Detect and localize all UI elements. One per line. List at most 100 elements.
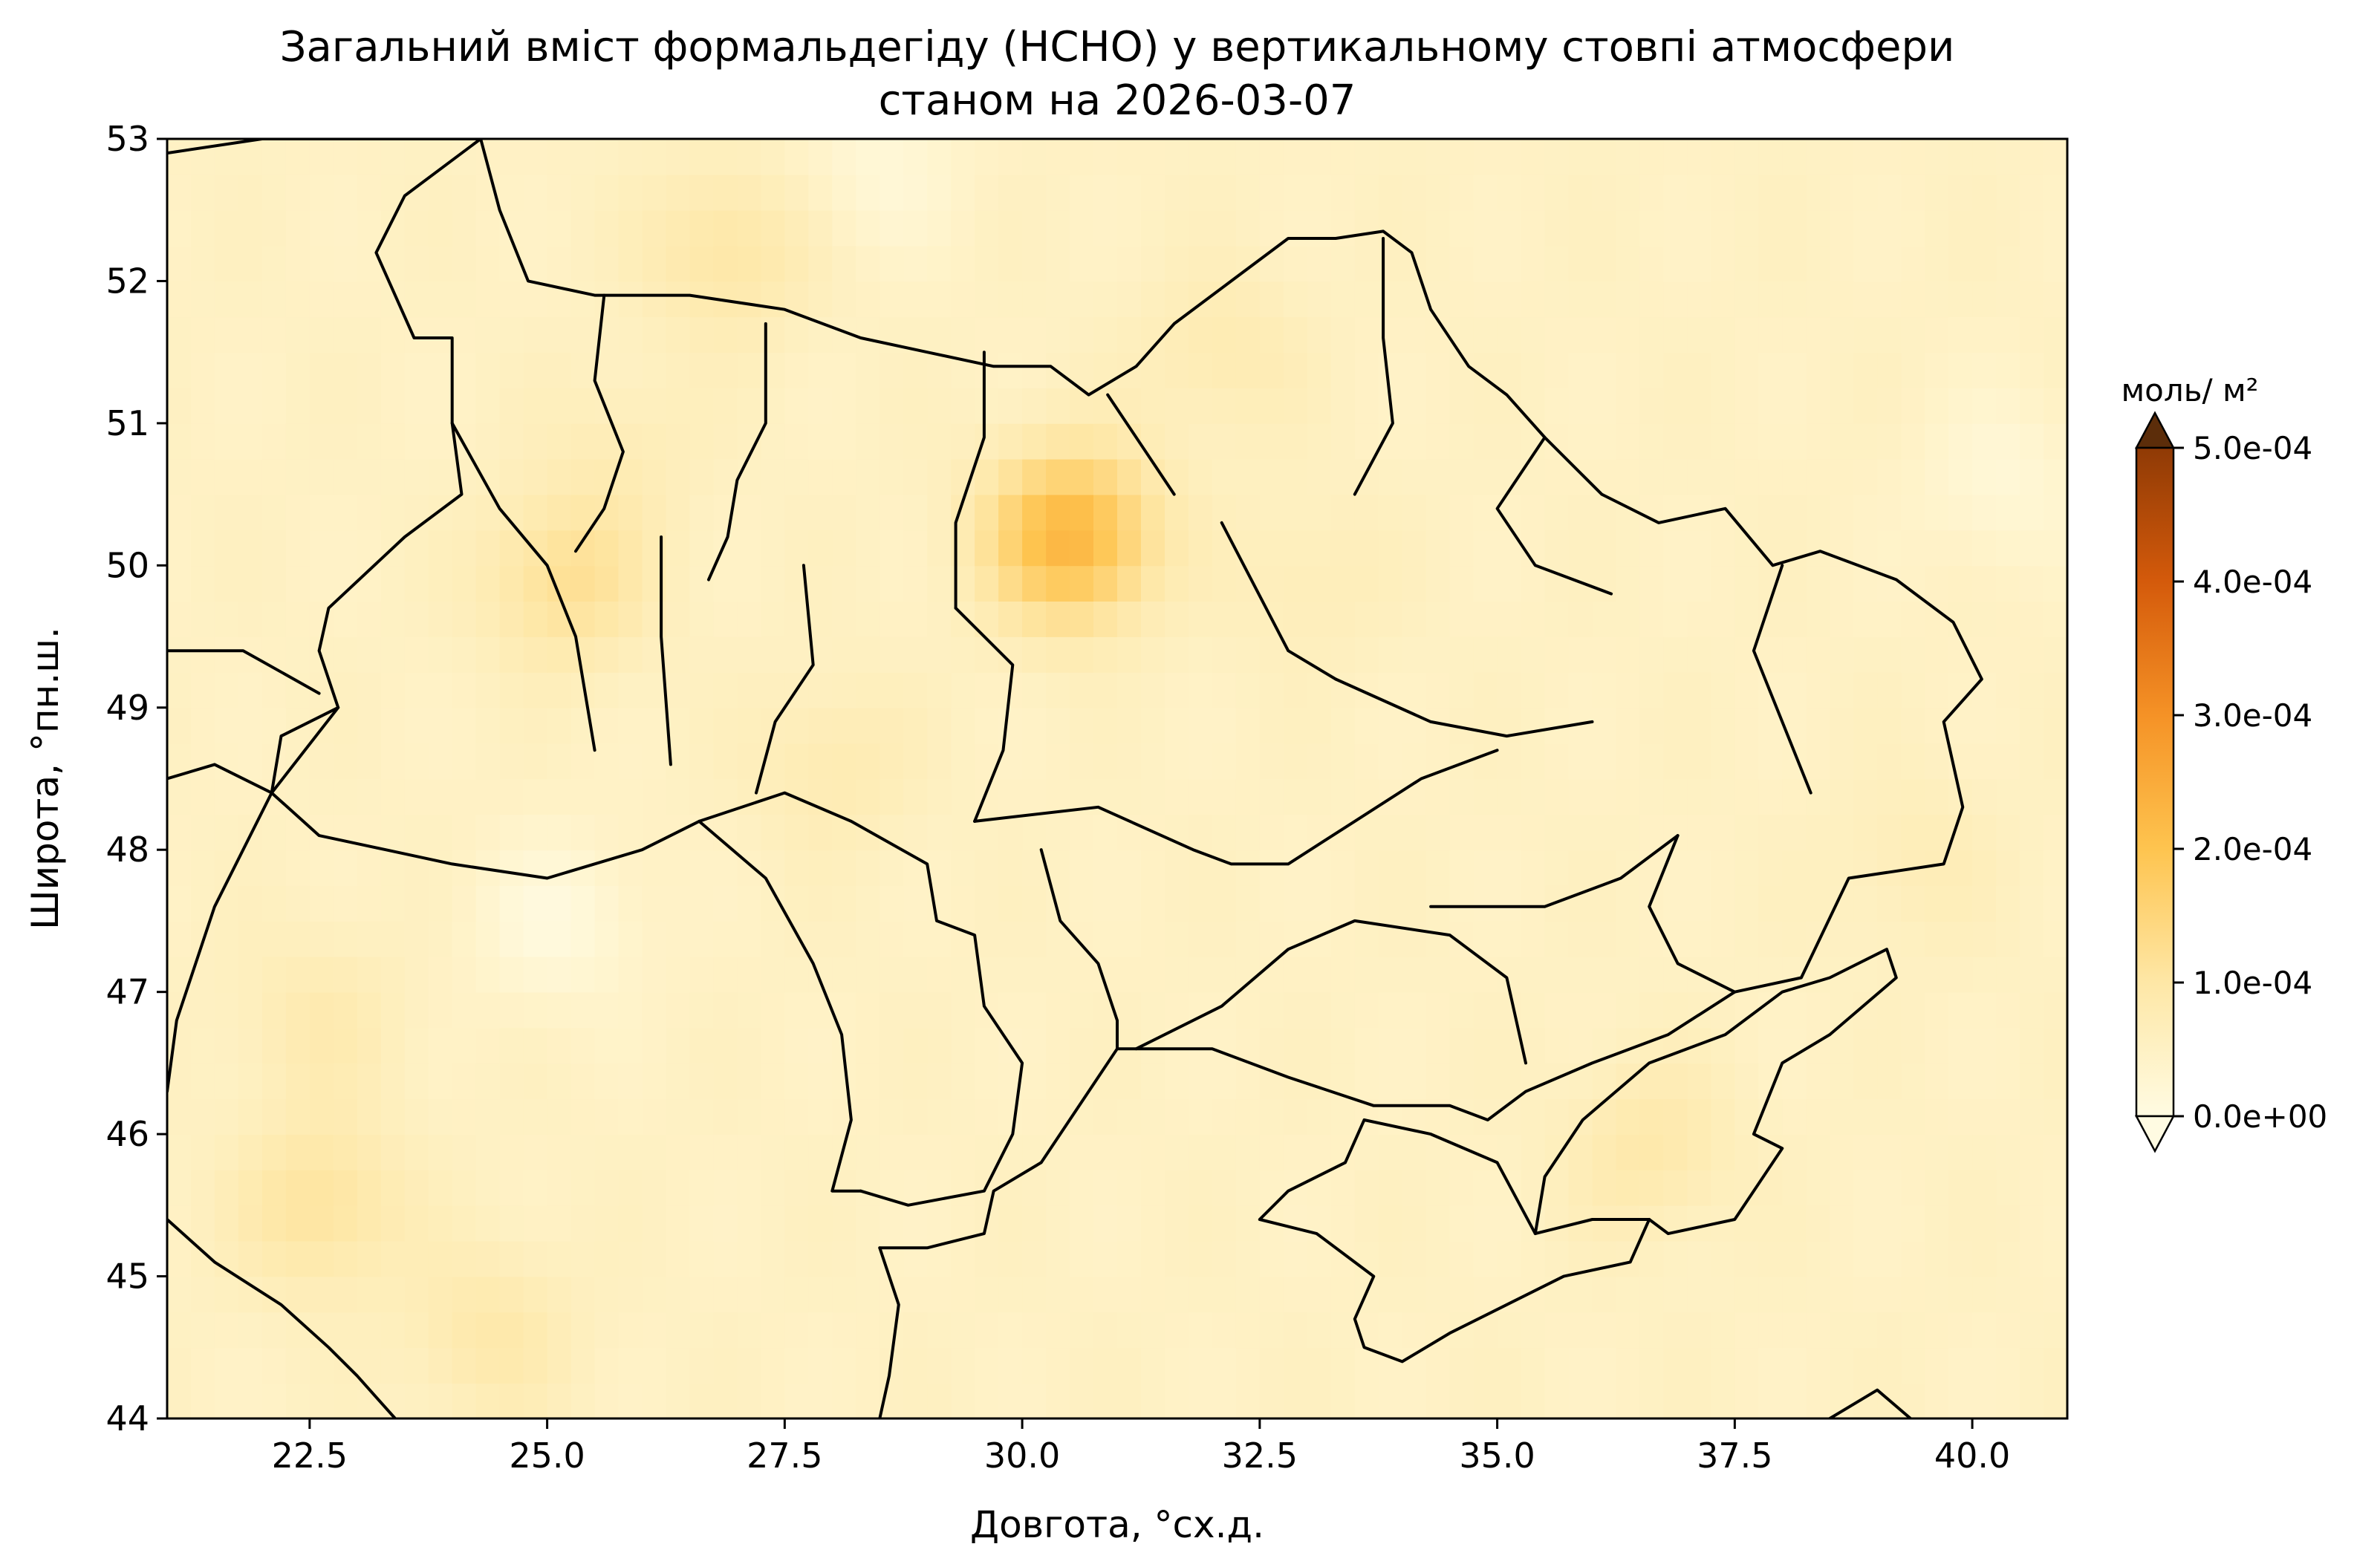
heat-cell — [1901, 139, 1925, 175]
heat-cell — [1925, 1347, 1949, 1384]
heat-cell — [713, 885, 738, 922]
heat-cell — [689, 885, 715, 922]
heat-cell — [1046, 1240, 1070, 1277]
heat-cell — [547, 991, 572, 1029]
heat-cell — [1046, 423, 1070, 460]
heat-cell — [1165, 352, 1189, 388]
heat-cell — [1687, 778, 1712, 815]
heat-cell — [523, 458, 548, 495]
heat-cell — [642, 850, 667, 886]
heat-cell — [1521, 565, 1546, 602]
heat-cell — [167, 494, 192, 531]
heat-cell — [261, 458, 287, 495]
heat-cell — [1663, 352, 1688, 388]
heat-cell — [1734, 352, 1760, 388]
heat-cell — [285, 494, 310, 531]
heat-cell — [404, 1098, 429, 1135]
heat-cell — [523, 601, 548, 637]
heat-cell — [1307, 778, 1332, 815]
heat-cell — [1354, 139, 1379, 175]
heat-cell — [1877, 1063, 1902, 1100]
heat-cell — [1330, 494, 1356, 531]
heat-cell — [1639, 1383, 1665, 1418]
heat-cell — [1687, 174, 1712, 211]
heat-cell — [1188, 1312, 1213, 1349]
heat-cell — [1639, 1240, 1665, 1277]
heat-cell — [1022, 352, 1047, 388]
heat-cell — [214, 209, 239, 247]
heat-cell — [713, 1383, 738, 1418]
heat-cell — [238, 1134, 263, 1170]
heat-cell — [737, 1170, 762, 1206]
heat-cell — [1354, 1134, 1379, 1170]
heat-cell — [1948, 530, 1973, 567]
heat-cell — [1046, 707, 1070, 744]
heat-cell — [1425, 885, 1451, 922]
heat-cell — [1616, 671, 1641, 708]
heat-cell — [1425, 991, 1451, 1029]
heat-cell — [1663, 778, 1688, 815]
heat-cell — [1022, 530, 1047, 567]
heat-cell — [1497, 1205, 1522, 1242]
heat-cell — [191, 814, 215, 851]
heat-cell — [1188, 352, 1213, 388]
heat-cell — [1806, 388, 1831, 424]
heat-cell — [1283, 1383, 1308, 1418]
heat-cell — [666, 530, 691, 567]
heat-cell — [1948, 458, 1973, 495]
heat-cell — [475, 1170, 501, 1206]
heat-cell — [880, 850, 905, 886]
heat-cell — [1544, 316, 1570, 353]
heat-cell — [1639, 778, 1665, 815]
heat-cell — [832, 494, 857, 531]
heat-cell — [1544, 1205, 1570, 1242]
heat-cell — [1188, 1383, 1213, 1418]
heat-cell — [1235, 850, 1261, 886]
heat-cell — [428, 636, 453, 673]
heat-cell — [1734, 743, 1760, 780]
heat-cell — [1996, 1134, 2020, 1170]
heat-cell — [832, 814, 857, 851]
heat-cell — [1830, 1276, 1855, 1313]
heat-cell — [357, 1027, 382, 1064]
heat-cell — [903, 1312, 928, 1349]
heat-cell — [499, 1276, 524, 1313]
heat-cell — [1592, 956, 1617, 993]
heat-cell — [547, 139, 572, 175]
heat-cell — [689, 494, 715, 531]
heat-cell — [1830, 1134, 1855, 1170]
heat-cell — [1449, 423, 1475, 460]
heat-cell — [1592, 1098, 1617, 1135]
heat-cell — [2044, 245, 2067, 282]
heat-cell — [1070, 1312, 1094, 1349]
heat-cell — [927, 1383, 952, 1418]
heat-cell — [1378, 174, 1403, 211]
heat-cell — [1948, 423, 1973, 460]
heat-cell — [856, 139, 881, 175]
heat-cell — [998, 139, 1023, 175]
heat-cell — [1521, 458, 1546, 495]
heat-cell — [1449, 388, 1475, 424]
heat-cell — [761, 423, 786, 460]
heat-cell — [1070, 1240, 1094, 1277]
heat-cell — [261, 1170, 287, 1206]
heat-cell — [1521, 388, 1546, 424]
heat-cell — [998, 209, 1023, 247]
heat-cell — [570, 1347, 596, 1384]
heat-cell — [1544, 209, 1570, 247]
heat-cell — [1544, 1276, 1570, 1313]
heat-cell — [1782, 671, 1807, 708]
heat-cell — [1687, 565, 1712, 602]
heat-cell — [1972, 956, 1997, 993]
heat-cell — [642, 1276, 667, 1313]
heat-cell — [594, 245, 620, 282]
heat-cell — [1307, 956, 1332, 993]
heat-cell — [570, 814, 596, 851]
heat-cell — [1117, 388, 1142, 424]
heat-cell — [570, 956, 596, 993]
heat-cell — [1806, 174, 1831, 211]
heat-cell — [642, 316, 667, 353]
heat-cell — [1354, 1170, 1379, 1206]
heat-cell — [1070, 850, 1094, 886]
